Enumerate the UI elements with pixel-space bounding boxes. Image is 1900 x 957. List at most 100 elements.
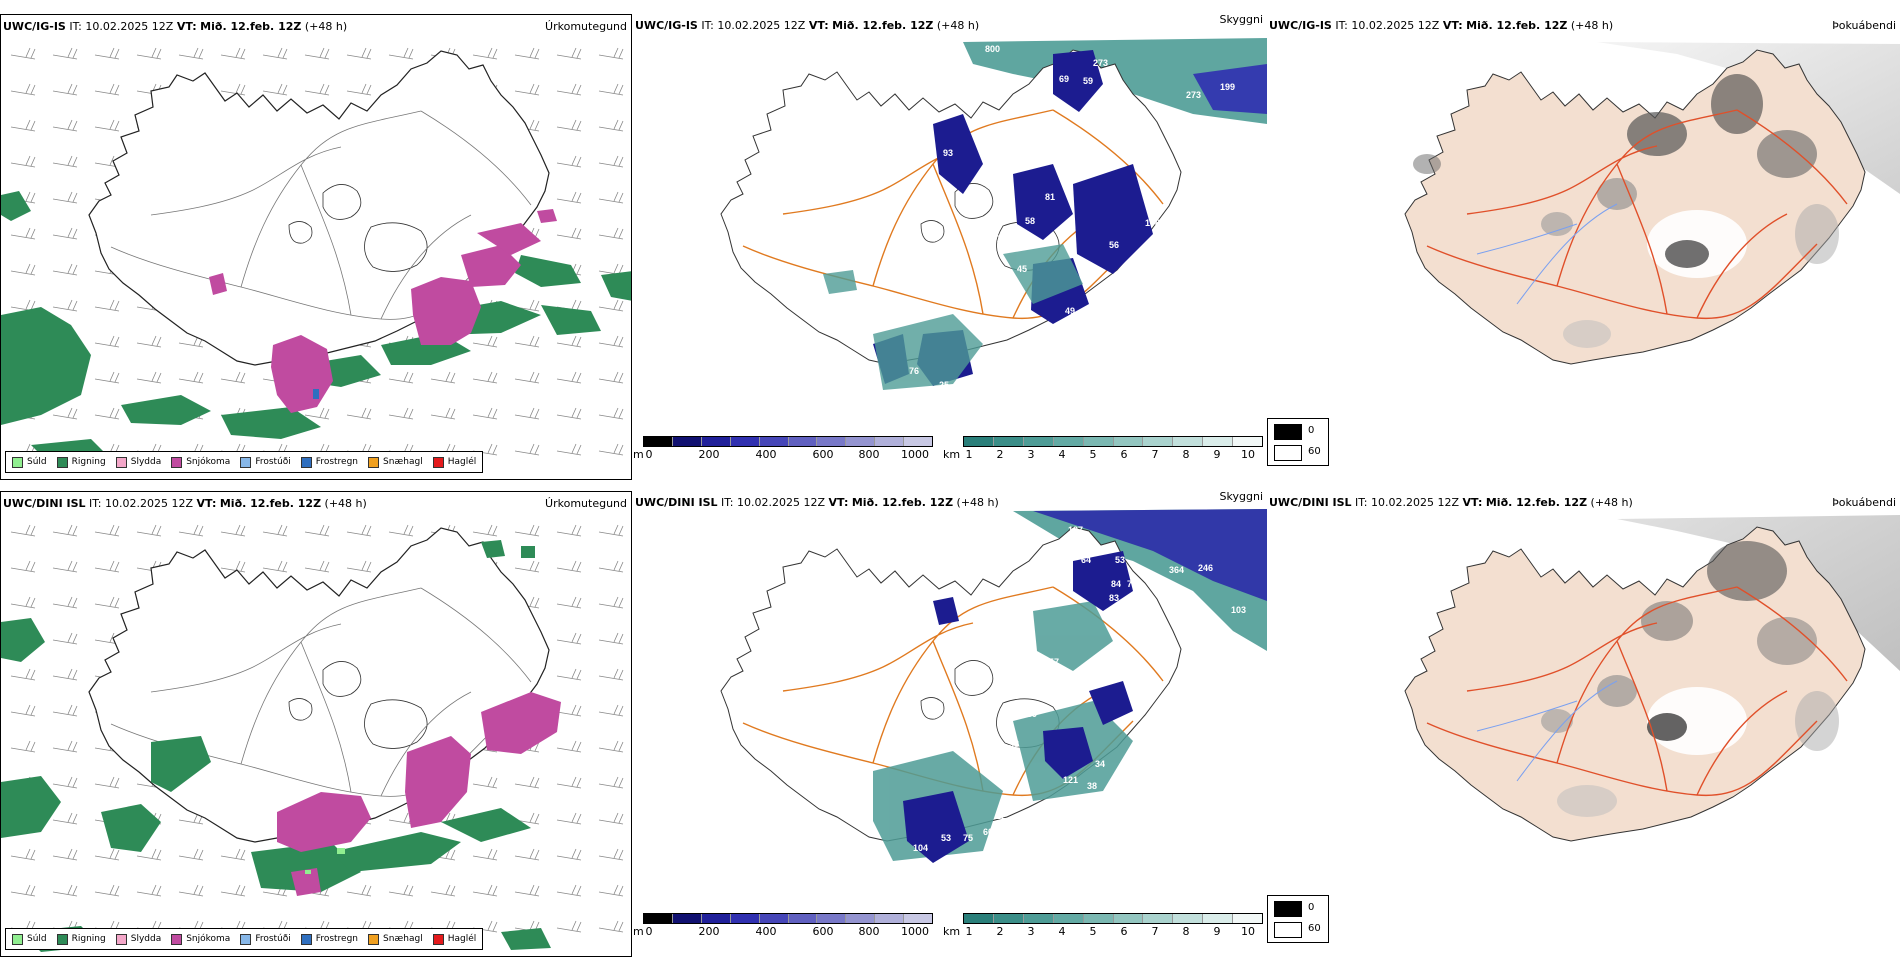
visibility-label: 77 [991, 234, 1001, 244]
wind-barb-icon [52, 668, 78, 681]
fog-swatch-icon [1274, 901, 1302, 917]
swatch-icon [56, 933, 68, 945]
sea-fog-field [1597, 42, 1900, 194]
visibility-value-labels: 800 69 273 59 199 273 60 69 93 89 87 81 … [853, 44, 1235, 398]
wind-barb-icon [472, 407, 498, 420]
swatch-icon [115, 456, 127, 468]
wind-barb-icon [94, 560, 120, 573]
swatch-icon [171, 933, 183, 945]
lead-time: (+48 h) [324, 497, 367, 510]
fog-legend-label: 0 [1308, 425, 1315, 436]
wind-barb-icon [220, 47, 246, 60]
visibility-label: 45 [1017, 264, 1027, 274]
legend-item: Snjókoma [171, 456, 230, 468]
fog-legend-label: 60 [1308, 446, 1321, 457]
height-colorbar-strip [643, 436, 933, 447]
colorbar-tick: 0 [645, 925, 653, 938]
wind-barb-icon [556, 668, 582, 681]
colorbar-tick: 7 [1151, 448, 1159, 461]
legend-item: Rigning [56, 456, 106, 468]
wind-barb-icon [430, 407, 456, 420]
distance-unit: km [943, 925, 961, 938]
wind-barb-icon [388, 884, 414, 897]
wind-barb-icon [94, 407, 120, 420]
wind-barb-icon [598, 884, 624, 897]
visibility-label: 12 [996, 811, 1006, 821]
wind-barb-icon [94, 884, 120, 897]
wind-barb-icon [472, 371, 498, 384]
lead-time: (+48 h) [304, 20, 348, 33]
visibility-label: 35 [1169, 218, 1179, 228]
colorbar-tick: 200 [698, 925, 720, 938]
wind-barb-icon [52, 848, 78, 861]
distance-colorbar: km 1 2 3 4 5 6 7 8 9 10 [943, 436, 1265, 466]
wind-barb-icon [52, 227, 78, 240]
lead-time: (+48 h) [956, 496, 999, 509]
wind-barb-icon [94, 299, 120, 312]
wind-barb-icon [52, 155, 78, 168]
wind-barb-icon [514, 371, 540, 384]
wind-barb-icon [52, 596, 78, 609]
colorbar-tick: 5 [1089, 448, 1097, 461]
colorbar-tick: 5 [1089, 925, 1097, 938]
visibility-label: 141 [1065, 691, 1080, 701]
colorbar-tick: 7 [1151, 925, 1159, 938]
wind-barb-icon [598, 812, 624, 825]
wind-barb-icon [10, 596, 36, 609]
vt-label: VT: [808, 19, 829, 32]
colorbar-tick: 4 [1058, 925, 1066, 938]
it-label: IT: [89, 497, 102, 510]
vt-value: Mið. 12.feb. 12Z [200, 20, 302, 33]
distance-colorbar-strip [963, 913, 1263, 924]
wind-barb-icon [514, 776, 540, 789]
wind-barb-icon [556, 443, 582, 456]
wind-barb-icon [556, 920, 582, 933]
panel-header: UWC/DINI ISL IT: 10.02.2025 12Z VT: Mið.… [635, 490, 1263, 511]
distance-unit: km [943, 448, 961, 461]
colorbar-tick: 3 [1027, 448, 1035, 461]
visibility-label: 40 [1067, 330, 1077, 340]
wind-barb-icon [304, 524, 330, 537]
wind-barb-icon [556, 740, 582, 753]
wind-barb-icon [52, 740, 78, 753]
wind-barb-icon [52, 812, 78, 825]
freezing-rain-spot [313, 389, 319, 399]
fog-swatch-icon [1274, 424, 1302, 440]
wind-barb-icon [52, 776, 78, 789]
wind-barb-icon [556, 596, 582, 609]
colorbar-tick: 600 [812, 448, 834, 461]
visibility-label: 69 [1059, 74, 1069, 84]
legend-item: Snæhagl [368, 456, 423, 468]
fog-swatch-icon [1274, 445, 1302, 461]
visibility-label: 55 [1125, 264, 1135, 274]
it-value: 10.02.2025 12Z [1371, 496, 1460, 509]
wind-barb-icon [136, 884, 162, 897]
wind-barb-icon [52, 119, 78, 132]
visibility-label: 64 [1081, 555, 1091, 565]
moderate-visibility-areas [823, 244, 1083, 390]
swatch-icon [240, 933, 252, 945]
colorbar-tick: 2 [996, 448, 1004, 461]
precip-map-canvas [1, 47, 631, 465]
colorbar-tick: 800 [858, 925, 880, 938]
vt-label: VT: [176, 20, 197, 33]
wind-barb-icon [556, 560, 582, 573]
visibility-label: 81 [1045, 192, 1055, 202]
wind-barb-icon [94, 47, 120, 60]
visibility-label: 53 [1115, 555, 1125, 565]
wind-barb-icon [598, 776, 624, 789]
wind-barb-icon [52, 191, 78, 204]
wind-barb-icon [514, 884, 540, 897]
legend-item: Snæhagl [368, 933, 423, 945]
wind-barb-icon [304, 83, 330, 96]
legend-item: Frostúði [240, 933, 291, 945]
wind-barb-icon [94, 596, 120, 609]
wind-barb-icon [598, 83, 624, 96]
wind-barb-icon [598, 920, 624, 933]
wind-barb-icon [262, 47, 288, 60]
visibility-label: 38 [1009, 739, 1019, 749]
visibility-label: 32 [939, 865, 949, 875]
panel-header: UWC/IG-IS IT: 10.02.2025 12Z VT: Mið. 12… [1269, 18, 1896, 34]
wind-barb-icon [94, 524, 120, 537]
visibility-label: 60 [983, 827, 993, 837]
